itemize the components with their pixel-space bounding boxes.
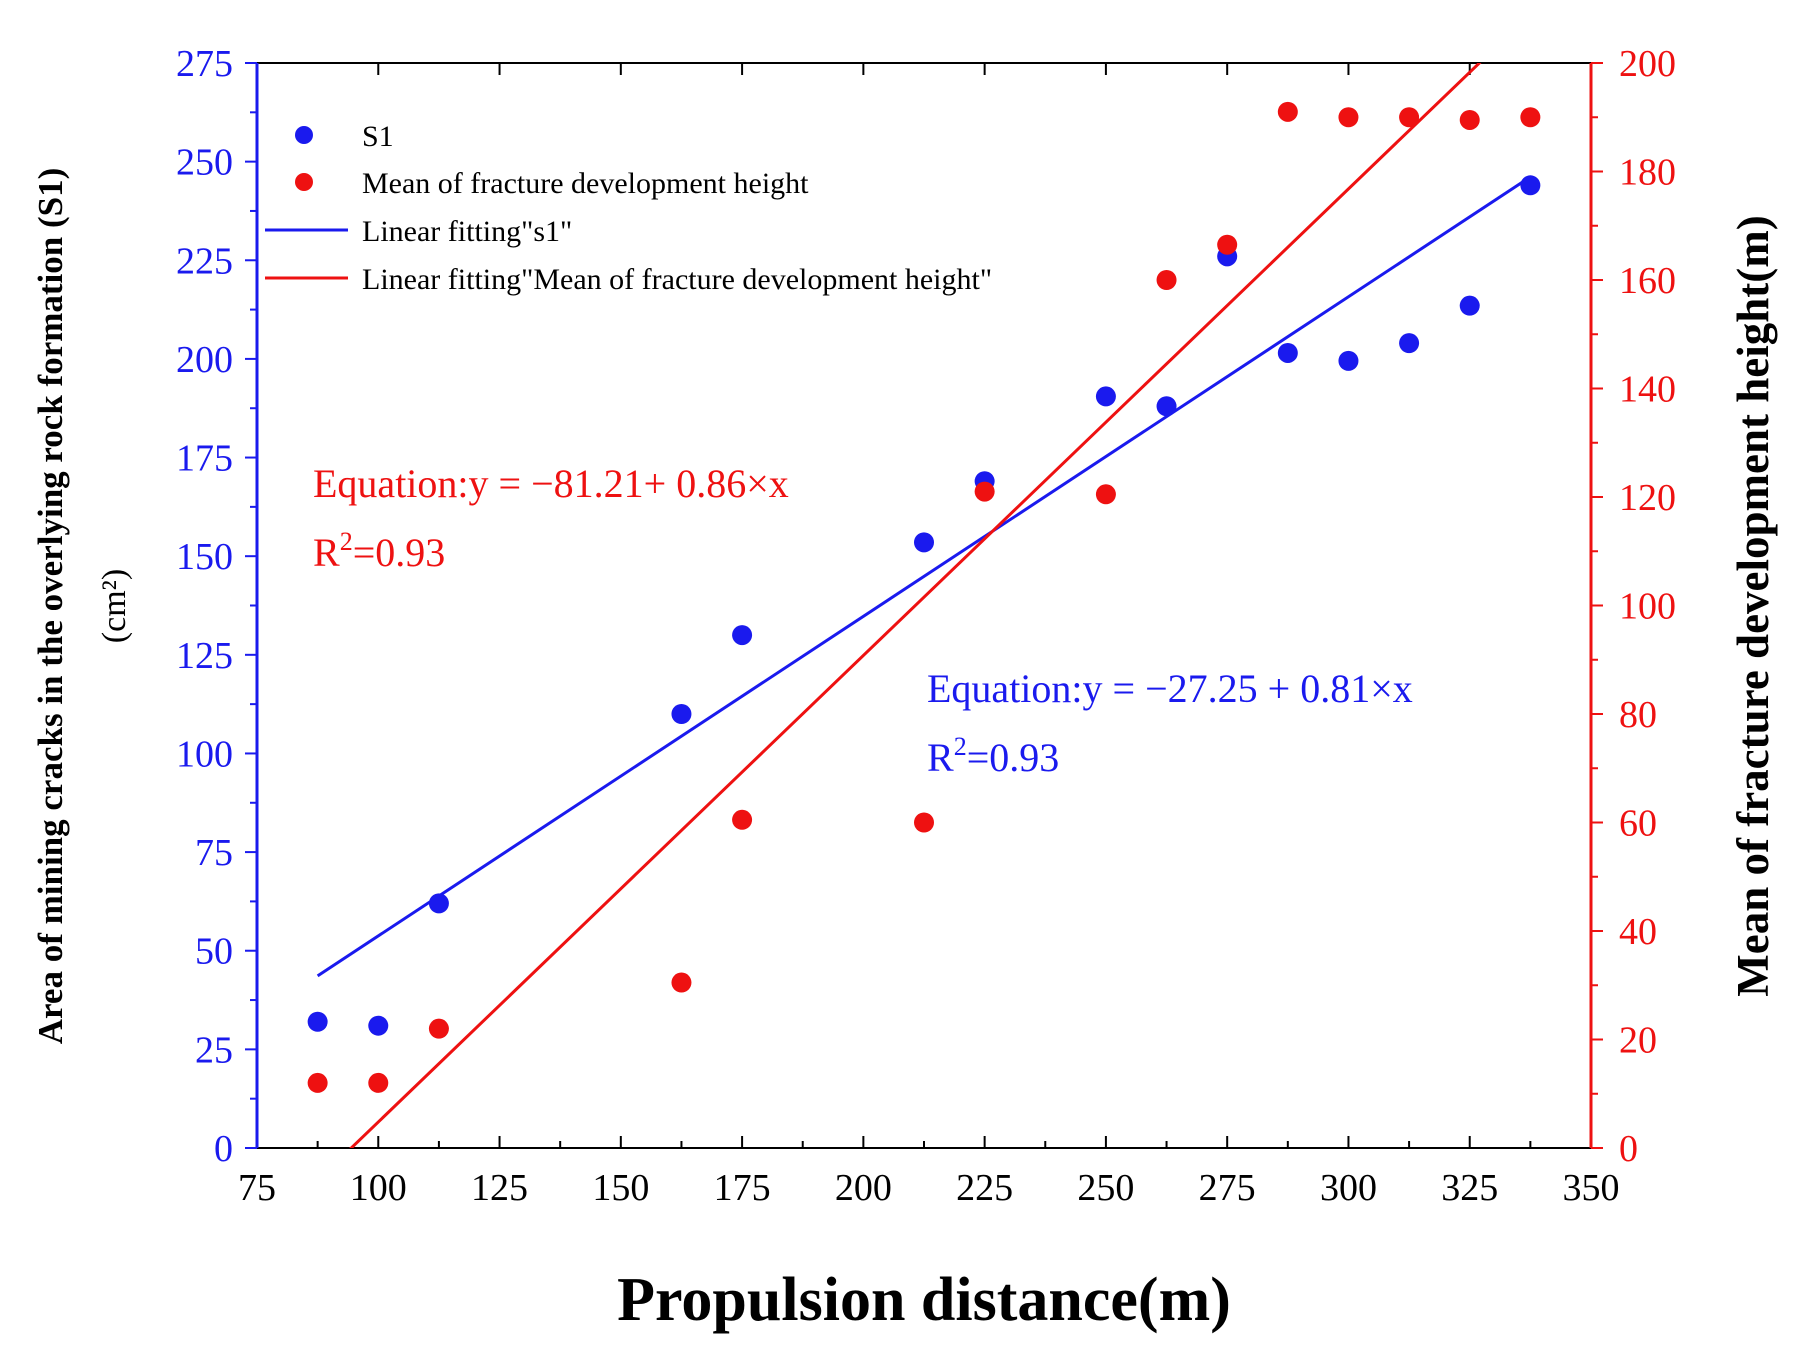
y-left-tick-label: 225: [176, 240, 233, 282]
y-axis-right-title: Mean of fracture development height(m): [1728, 215, 1778, 996]
point-s1: [307, 1011, 328, 1032]
point-s1: [1156, 396, 1177, 417]
point-s1: [732, 625, 753, 646]
equation-height: Equation:y = −81.21+ 0.86×x R2=0.93: [313, 461, 789, 575]
point-s1: [671, 704, 692, 724]
legend-label-height-fit: Linear fitting"Mean of fracture developm…: [362, 263, 992, 296]
legend-marker-height: [295, 173, 313, 191]
y-axis-left-unit: (cm²): [96, 569, 133, 643]
y-right-tick-label: 80: [1619, 694, 1657, 736]
x-tick-label: 250: [1077, 1167, 1134, 1209]
fit-line-height: [349, 63, 1482, 1148]
y-left-tick-label: 0: [214, 1128, 233, 1170]
y-left-tick-label: 200: [176, 339, 233, 381]
y-right-tick-label: 0: [1619, 1128, 1638, 1170]
point-height: [1277, 101, 1298, 122]
y-left-tick-label: 50: [195, 931, 233, 973]
point-height: [1520, 107, 1541, 128]
x-tick-label: 75: [238, 1167, 276, 1209]
x-axis-title: Propulsion distance(m): [617, 1266, 1231, 1334]
equation-s1-text: Equation:y = −27.25 + 0.81×x: [927, 666, 1413, 711]
point-height: [1459, 109, 1480, 130]
x-tick-label: 200: [835, 1167, 892, 1209]
x-tick-label: 150: [592, 1167, 649, 1209]
point-s1: [914, 532, 934, 553]
point-s1: [1338, 350, 1359, 371]
legend-label-s1: S1: [362, 120, 394, 153]
y-right-tick-label: 200: [1619, 43, 1676, 85]
equation-height-r2: R2=0.93: [313, 527, 445, 575]
fit-lines: [316, 63, 1532, 1148]
x-tick-label: 300: [1320, 1167, 1377, 1209]
point-height: [732, 809, 753, 830]
x-tick-label: 350: [1563, 1167, 1620, 1209]
y-left-tick-label: 150: [176, 536, 233, 578]
point-height: [1399, 107, 1420, 128]
y-left-tick-label: 275: [176, 43, 233, 85]
point-s1: [428, 893, 449, 914]
equation-s1: Equation:y = −27.25 + 0.81×x R2=0.93: [927, 666, 1413, 780]
x-tick-label: 275: [1199, 1167, 1256, 1209]
y-left-tick-label: 250: [176, 142, 233, 184]
point-height: [368, 1072, 389, 1093]
y-left-tick-label: 100: [176, 733, 233, 775]
point-height: [1095, 484, 1116, 505]
x-tick-label: 325: [1441, 1167, 1498, 1209]
legend: S1 Mean of fracture development height L…: [265, 120, 992, 296]
point-height: [1156, 270, 1177, 290]
y-left-tick-label: 25: [195, 1029, 233, 1071]
y-right-tick-label: 160: [1619, 260, 1676, 302]
fit-line-s1: [316, 175, 1532, 978]
y-right-tick-label: 40: [1619, 911, 1657, 953]
point-height: [974, 481, 995, 502]
point-s1: [1399, 333, 1420, 354]
point-s1: [1277, 342, 1298, 363]
y-left-tick-label: 125: [176, 635, 233, 677]
data-points: [307, 101, 1541, 1093]
y-right-tick-label: 180: [1619, 152, 1676, 194]
y-axis-left-title: Area of mining cracks in the overlying r…: [31, 168, 70, 1045]
x-tick-label: 175: [714, 1167, 771, 1209]
y-left-tick-label: 175: [176, 438, 233, 480]
point-height: [307, 1072, 328, 1093]
y-right-tick-label: 20: [1619, 1020, 1657, 1062]
point-height: [914, 812, 934, 833]
point-s1: [1459, 295, 1480, 316]
y-right-tick-label: 60: [1619, 803, 1657, 845]
legend-marker-s1: [295, 126, 313, 144]
y-right-tick-label: 120: [1619, 477, 1676, 519]
point-s1: [368, 1015, 389, 1036]
point-height: [1338, 107, 1359, 128]
point-height: [671, 972, 692, 993]
point-s1: [1095, 386, 1116, 407]
x-tick-label: 100: [350, 1167, 407, 1209]
y-right-tick-label: 100: [1619, 586, 1676, 628]
legend-label-height: Mean of fracture development height: [362, 167, 809, 200]
legend-label-s1-fit: Linear fitting"s1": [362, 215, 572, 248]
x-tick-label: 125: [471, 1167, 528, 1209]
point-s1: [1520, 175, 1541, 196]
axes-ticks: 75 100 125 150 175 200 225 250 275 300 325 35002550…: [176, 43, 1676, 1209]
x-tick-label: 225: [956, 1167, 1013, 1209]
equation-height-text: Equation:y = −81.21+ 0.86×x: [313, 461, 789, 506]
equation-s1-r2: R2=0.93: [927, 732, 1059, 780]
point-height: [428, 1018, 449, 1039]
y-left-tick-label: 75: [195, 832, 233, 874]
y-right-tick-label: 140: [1619, 369, 1676, 411]
point-height: [1217, 234, 1238, 255]
